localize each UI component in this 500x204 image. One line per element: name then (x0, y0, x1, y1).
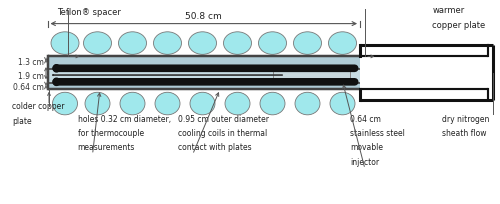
Ellipse shape (295, 93, 320, 115)
Text: copper plate: copper plate (432, 20, 486, 29)
Ellipse shape (225, 93, 250, 115)
Bar (48, 57, 360, 90)
Text: holes 0.32 cm diameter,: holes 0.32 cm diameter, (78, 114, 170, 123)
Text: stainless steel: stainless steel (350, 129, 405, 137)
Ellipse shape (258, 33, 286, 55)
Text: 50.8 cm: 50.8 cm (186, 12, 222, 21)
Ellipse shape (190, 93, 215, 115)
Text: for thermocouple: for thermocouple (78, 129, 144, 137)
Text: dry nitrogen: dry nitrogen (442, 114, 490, 123)
Text: warmer: warmer (432, 6, 465, 15)
Text: plate: plate (12, 116, 32, 125)
Ellipse shape (328, 33, 356, 55)
Text: colder copper: colder copper (12, 102, 65, 111)
Text: cooling coils in thermal: cooling coils in thermal (178, 129, 267, 137)
Ellipse shape (51, 33, 79, 55)
Ellipse shape (260, 93, 285, 115)
Ellipse shape (154, 33, 182, 55)
Text: contact with plates: contact with plates (178, 143, 251, 152)
Ellipse shape (224, 33, 252, 55)
Ellipse shape (52, 93, 78, 115)
Text: 0.64 cm: 0.64 cm (13, 82, 44, 91)
Ellipse shape (330, 93, 355, 115)
Text: Teflon® spacer: Teflon® spacer (58, 8, 122, 17)
Bar (272, 69, 350, 82)
Ellipse shape (118, 33, 146, 55)
Ellipse shape (155, 93, 180, 115)
Text: 1.9 cm: 1.9 cm (18, 71, 44, 80)
Ellipse shape (120, 93, 145, 115)
Bar (48, 83, 360, 90)
Text: 0.95 cm outer diameter: 0.95 cm outer diameter (178, 114, 268, 123)
Text: movable: movable (350, 143, 383, 152)
Ellipse shape (188, 33, 216, 55)
Text: 1.3 cm: 1.3 cm (18, 58, 44, 67)
Text: measurements: measurements (78, 143, 135, 152)
Ellipse shape (85, 93, 110, 115)
Text: sheath flow: sheath flow (442, 129, 487, 137)
Text: injector: injector (350, 157, 379, 166)
Bar (48, 57, 360, 70)
Text: 0.64 cm: 0.64 cm (350, 114, 381, 123)
Ellipse shape (84, 33, 112, 55)
Ellipse shape (294, 33, 322, 55)
